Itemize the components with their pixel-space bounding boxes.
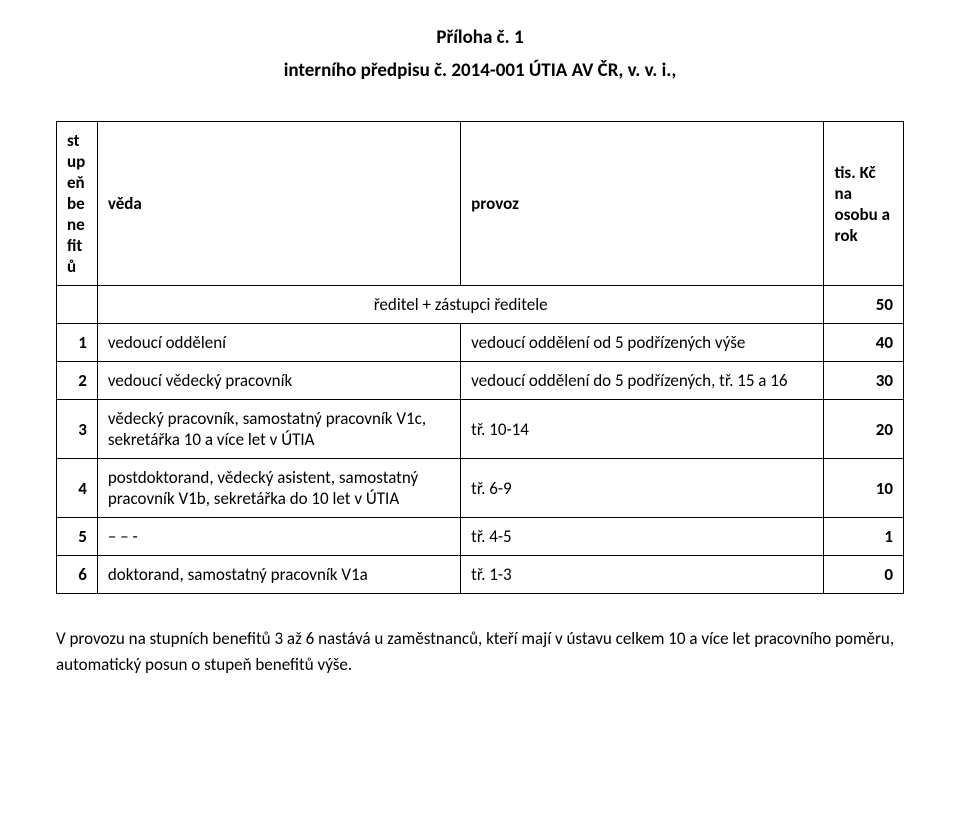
table-row: 1 vedoucí oddělení vedoucí oddělení od 5… [57, 324, 904, 362]
title-line-1: Příloha č. 1 [56, 24, 904, 53]
table-row: 4 postdoktorand, vědecký asistent, samos… [57, 459, 904, 518]
row-value: 0 [824, 556, 904, 594]
benefit-table: stupeň benefitů věda provoz tis. Kč na o… [56, 121, 904, 594]
header-provoz: provoz [461, 122, 824, 286]
director-num [57, 286, 98, 324]
document-title: Příloha č. 1 interního předpisu č. 2014-… [56, 24, 904, 85]
table-row: 5 – – - tř. 4-5 1 [57, 518, 904, 556]
row-provoz: tř. 1-3 [461, 556, 824, 594]
row-veda: – – - [97, 518, 460, 556]
row-num: 6 [57, 556, 98, 594]
page: Příloha č. 1 interního předpisu č. 2014-… [0, 0, 960, 833]
table-row: 2 vedoucí vědecký pracovník vedoucí oddě… [57, 362, 904, 400]
footer-note: V provozu na stupních benefitů 3 až 6 na… [56, 626, 904, 677]
row-num: 3 [57, 400, 98, 459]
table-row: 6 doktorand, samostatný pracovník V1a tř… [57, 556, 904, 594]
row-veda: vedoucí oddělení [97, 324, 460, 362]
row-veda: vědecký pracovník, samostatný pracovník … [97, 400, 460, 459]
row-provoz: tř. 4-5 [461, 518, 824, 556]
row-num: 1 [57, 324, 98, 362]
row-provoz: vedoucí oddělení od 5 podřízených výše [461, 324, 824, 362]
row-num: 2 [57, 362, 98, 400]
row-value: 10 [824, 459, 904, 518]
row-provoz: vedoucí oddělení do 5 podřízených, tř. 1… [461, 362, 824, 400]
row-num: 5 [57, 518, 98, 556]
director-row: ředitel + zástupci ředitele 50 [57, 286, 904, 324]
director-value: 50 [824, 286, 904, 324]
row-veda: vedoucí vědecký pracovník [97, 362, 460, 400]
row-value: 20 [824, 400, 904, 459]
row-value: 1 [824, 518, 904, 556]
row-provoz: tř. 10-14 [461, 400, 824, 459]
row-provoz: tř. 6-9 [461, 459, 824, 518]
director-label: ředitel + zástupci ředitele [97, 286, 824, 324]
header-veda: věda [97, 122, 460, 286]
title-line-2: interního předpisu č. 2014-001 ÚTIA AV Č… [56, 57, 904, 86]
row-veda: doktorand, samostatný pracovník V1a [97, 556, 460, 594]
row-veda: postdoktorand, vědecký asistent, samosta… [97, 459, 460, 518]
row-value: 40 [824, 324, 904, 362]
header-stupen: stupeň benefitů [57, 122, 98, 286]
row-num: 4 [57, 459, 98, 518]
header-value: tis. Kč na osobu a rok [824, 122, 904, 286]
table-row: 3 vědecký pracovník, samostatný pracovní… [57, 400, 904, 459]
table-header-row: stupeň benefitů věda provoz tis. Kč na o… [57, 122, 904, 286]
row-value: 30 [824, 362, 904, 400]
